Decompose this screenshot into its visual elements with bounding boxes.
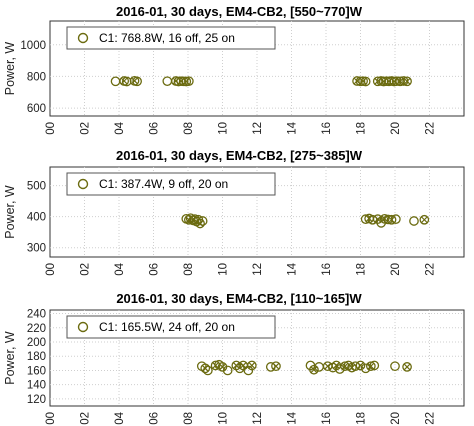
x-tick-label: 18 [356, 122, 368, 135]
legend: C1: 768.8W, 16 off, 25 on [66, 26, 276, 50]
x-tick-label: 20 [390, 122, 402, 135]
y-tick-label: 800 [27, 71, 46, 83]
data-point [372, 214, 383, 224]
y-tick-label: 600 [27, 103, 46, 115]
data-point [222, 365, 233, 376]
data-point [309, 364, 319, 375]
x-tick-label: 16 [321, 263, 333, 276]
chart-title: 2016-01, 30 days, EM4-CB2, [550~770]W [116, 4, 363, 19]
legend-label: C1: 387.4W, 9 off, 20 on [99, 177, 228, 191]
data-point [369, 360, 380, 371]
y-tick-label: 1000 [20, 40, 46, 52]
data-point [340, 361, 350, 372]
y-tick-label: 120 [27, 394, 46, 406]
y-axis-label: Power, W [3, 42, 17, 96]
legend-marker [77, 178, 89, 190]
chart-panel-1: 2016-01, 30 days, EM4-CB2, [550~770]W 00 0… [3, 4, 465, 135]
y-tick-label: 160 [27, 365, 46, 377]
x-tick-label: 02 [80, 263, 92, 276]
x-tick-label: 10 [218, 263, 230, 276]
x-tick-label: 10 [218, 122, 230, 135]
data-point [334, 364, 345, 374]
x-tick-label: 14 [287, 262, 299, 275]
y-tick-label: 400 [27, 212, 46, 224]
x-tick-label: 20 [390, 412, 402, 425]
data-point [365, 361, 376, 372]
x-tick-label: 22 [425, 122, 437, 135]
chart-panel-2: 2016-01, 30 days, EM4-CB2, [275~385]W 00 0… [3, 148, 465, 276]
x-tick-label: 08 [183, 122, 195, 135]
x-tick-label: 04 [114, 262, 126, 275]
y-tick-label: 220 [27, 323, 46, 335]
data-point [243, 365, 254, 376]
data-point [210, 360, 221, 371]
y-axis-label: Power, W [3, 185, 17, 239]
data-point [360, 363, 371, 374]
data-point [197, 216, 208, 226]
x-tick-label: 00 [45, 122, 57, 135]
x-tick-label: 00 [45, 263, 57, 276]
data-point [419, 214, 430, 225]
y-tick-label: 180 [27, 351, 46, 363]
x-tick-label: 12 [252, 263, 264, 276]
x-tick-label: 16 [321, 122, 333, 135]
y-tick-label: 200 [27, 337, 46, 349]
legend-label: C1: 768.8W, 16 off, 25 on [99, 31, 235, 45]
data-point [360, 76, 371, 87]
x-tick-label: 06 [149, 412, 161, 425]
data-point [355, 360, 366, 371]
data-point [184, 76, 194, 87]
legend-marker [77, 32, 89, 44]
chart-title: 2016-01, 30 days, EM4-CB2, [110~165]W [116, 291, 362, 306]
data-point [246, 360, 257, 371]
x-tick-label: 00 [45, 412, 57, 425]
x-tick-label: 22 [425, 412, 437, 425]
data-point [395, 76, 406, 87]
y-tick-label: 140 [27, 380, 46, 392]
x-tick-label: 18 [356, 263, 368, 276]
x-tick-label: 18 [356, 412, 368, 425]
x-tick-label: 04 [114, 121, 126, 134]
data-point [390, 361, 400, 372]
data-point [402, 362, 412, 372]
chart-panel-3: 2016-01, 30 days, EM4-CB2, [110~165]W 00 0… [3, 291, 465, 425]
x-tick-label: 02 [80, 412, 92, 425]
x-tick-label: 08 [183, 412, 195, 425]
data-point [132, 76, 142, 87]
x-tick-label: 06 [149, 263, 161, 276]
y-tick-label: 240 [27, 309, 46, 321]
chart-title: 2016-01, 30 days, EM4-CB2, [275~385]W [116, 148, 363, 163]
x-tick-label: 10 [218, 412, 230, 425]
x-tick-label: 14 [287, 121, 299, 134]
x-tick-label: 14 [287, 411, 299, 424]
data-point [271, 361, 281, 372]
x-tick-label: 12 [252, 412, 264, 425]
legend-marker [77, 321, 89, 333]
x-tick-label: 12 [252, 122, 264, 135]
x-tick-label: 08 [183, 263, 195, 276]
x-tick-label: 04 [114, 411, 126, 424]
data-point [391, 214, 401, 224]
legend-label: C1: 165.5W, 24 off, 20 on [99, 320, 235, 334]
data-point [409, 216, 419, 226]
data-point [202, 365, 213, 376]
x-tick-label: 02 [80, 122, 92, 135]
data-point [379, 213, 390, 224]
x-tick-label: 16 [321, 412, 333, 425]
x-tick-label: 22 [425, 263, 437, 276]
x-tick-label: 20 [390, 263, 402, 276]
y-tick-label: 300 [27, 243, 46, 255]
legend: C1: 387.4W, 9 off, 20 on [66, 172, 276, 196]
x-tick-label: 06 [149, 122, 161, 135]
legend: C1: 165.5W, 24 off, 20 on [66, 315, 276, 339]
data-point [402, 76, 412, 87]
y-tick-label: 500 [27, 181, 46, 193]
y-axis-label: Power, W [3, 331, 17, 385]
